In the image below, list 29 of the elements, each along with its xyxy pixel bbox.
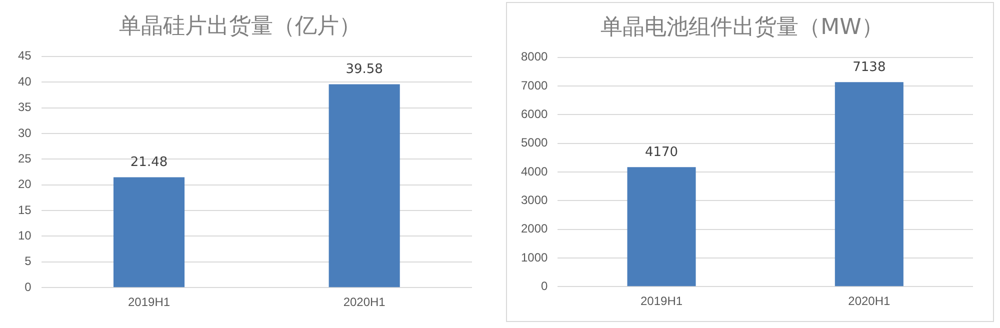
y-tick-label: 35: [18, 100, 32, 114]
y-tick-label: 0: [24, 280, 32, 294]
y-tick-label: 2000: [520, 222, 548, 236]
y-tick-label: 45: [18, 48, 32, 63]
chart-title: 单晶硅片出货量（亿片）: [119, 14, 361, 39]
y-tick-label: 30: [18, 126, 32, 140]
y-tick-label: 10: [18, 228, 32, 243]
y-tick-label: 4000: [520, 164, 548, 178]
y-tick-label: 3000: [520, 192, 548, 207]
y-tick-label: 40: [18, 74, 32, 88]
y-tick-label: 8000: [520, 50, 548, 64]
y-tick-label: 0: [541, 278, 548, 293]
x-tick-label: 2020H1: [848, 294, 891, 308]
y-tick-label: 5000: [520, 136, 548, 150]
y-tick-label: 1000: [520, 250, 548, 264]
y-tick-label: 7000: [520, 78, 548, 92]
data-label: 39.58: [346, 62, 383, 78]
y-tick-label: 6000: [520, 107, 548, 122]
x-tick-label: 2020H1: [343, 295, 386, 310]
x-tick-label: 2019H1: [640, 294, 683, 308]
chart-title: 单晶电池组件出货量（MW）: [600, 14, 884, 40]
y-tick-label: 20: [18, 177, 32, 192]
data-label: 21.48: [130, 155, 168, 170]
data-label: 4170: [644, 145, 678, 160]
data-label: 7138: [852, 60, 886, 75]
y-tick-label: 15: [18, 202, 32, 217]
y-tick-label: 5: [24, 254, 32, 268]
x-tick-label: 2019H1: [128, 295, 170, 310]
y-tick-label: 25: [18, 151, 32, 166]
